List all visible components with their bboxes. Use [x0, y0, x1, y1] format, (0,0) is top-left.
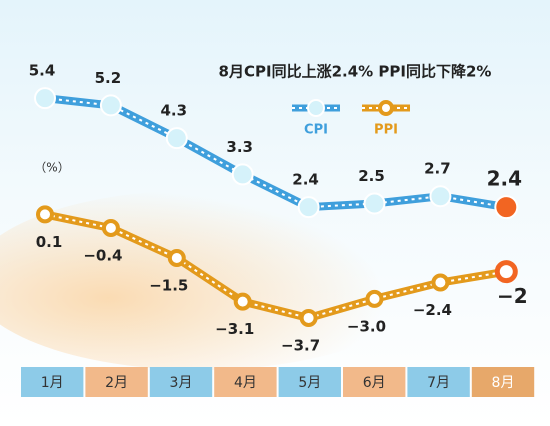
x-tick-label: 8月 — [492, 375, 515, 391]
point — [494, 195, 519, 220]
point — [431, 273, 450, 292]
series-line-dash — [44, 213, 507, 319]
category-cell — [471, 367, 535, 397]
x-tick-label: 3月 — [170, 375, 193, 391]
point — [233, 292, 252, 311]
value-label: 2.7 — [424, 160, 451, 178]
value-label: 0.1 — [36, 233, 63, 251]
category-cell — [343, 367, 406, 397]
point — [429, 185, 452, 208]
x-tick-label: 1月 — [41, 375, 64, 391]
point — [365, 289, 384, 308]
category-cell — [85, 367, 148, 397]
chart-title: 8月CPI同比上涨2.4% PPI同比下降2% — [219, 63, 492, 81]
point — [34, 87, 56, 110]
category-cell — [278, 367, 341, 397]
point — [231, 163, 254, 186]
point — [101, 219, 120, 238]
value-label: −3.1 — [215, 320, 254, 338]
legend-marker — [307, 99, 325, 117]
value-label: 3.3 — [226, 138, 253, 156]
category-cell — [407, 367, 470, 397]
point — [299, 308, 318, 327]
x-tick-label: 6月 — [363, 375, 386, 391]
x-tick-label: 4月 — [234, 375, 257, 391]
series-line-dash — [44, 97, 507, 209]
unit-label: （%） — [34, 161, 69, 175]
category-cell — [149, 367, 213, 397]
point — [99, 94, 122, 117]
point — [297, 196, 320, 219]
value-label: 2.5 — [358, 167, 385, 185]
value-label: −3.0 — [347, 317, 386, 335]
value-label: −3.7 — [281, 336, 320, 354]
value-label: 5.4 — [29, 62, 56, 80]
value-label: 4.3 — [161, 102, 188, 120]
legend-label: PPI — [374, 123, 398, 138]
category-cell — [21, 367, 84, 397]
legend-label: CPI — [304, 123, 328, 138]
x-tick-label: 5月 — [298, 375, 321, 391]
point — [36, 205, 54, 224]
point — [494, 260, 518, 284]
value-label: −2.4 — [413, 301, 452, 319]
value-label: −2 — [497, 284, 528, 308]
value-label: 2.4 — [487, 167, 522, 191]
value-label: −0.4 — [83, 247, 122, 265]
category-cell — [214, 367, 277, 397]
point — [363, 192, 386, 215]
legend-marker — [378, 100, 394, 116]
point — [167, 249, 186, 267]
value-label: 5.2 — [95, 69, 122, 87]
legend: CPI PPI — [292, 99, 410, 138]
x-tick-label: 2月 — [105, 375, 128, 391]
value-label: −1.5 — [149, 277, 188, 295]
value-label: 2.4 — [292, 171, 319, 189]
x-tick-label: 7月 — [427, 375, 450, 391]
point — [165, 127, 188, 150]
